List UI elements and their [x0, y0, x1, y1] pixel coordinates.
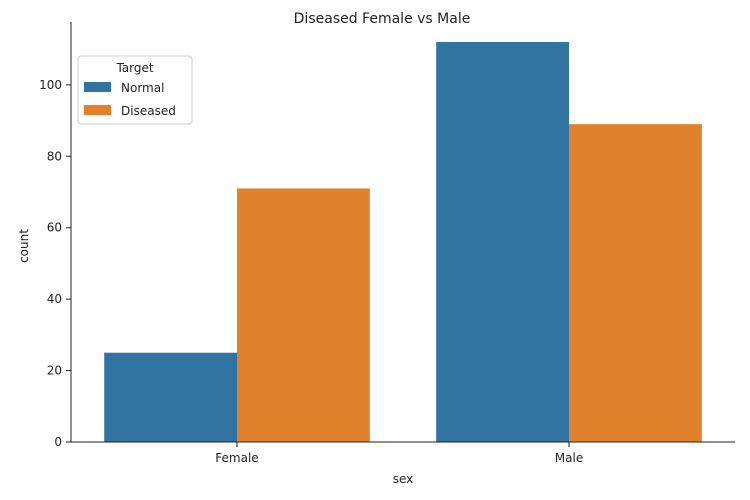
legend-swatch-normal: [84, 82, 111, 92]
x-tick-label: Male: [555, 451, 583, 465]
bar-diseased-male: [569, 124, 702, 443]
chart-title: Diseased Female vs Male: [294, 11, 471, 27]
bar-normal-female: [104, 352, 237, 442]
y-tick-label: 0: [54, 435, 62, 449]
y-axis-ticks: 0 20 40 60 80 100: [39, 78, 71, 449]
bar-normal-male: [436, 42, 569, 442]
legend-label-diseased: Diseased: [121, 104, 176, 118]
y-tick-label: 100: [39, 78, 62, 92]
bar-diseased-female: [237, 188, 370, 442]
x-tick-label: Female: [215, 451, 258, 465]
legend-label-normal: Normal: [121, 81, 164, 95]
legend-title: Target: [115, 61, 153, 75]
bar-series: [104, 42, 702, 443]
y-tick-label: 40: [47, 292, 62, 306]
y-tick-label: 60: [47, 221, 62, 235]
x-axis-label: sex: [393, 472, 414, 486]
y-tick-label: 20: [47, 364, 62, 378]
legend-swatch-diseased: [84, 105, 111, 115]
legend: Target Normal Diseased: [77, 55, 193, 125]
y-axis-label: count: [17, 229, 31, 263]
x-axis-ticks: Female Male: [215, 442, 583, 465]
y-tick-label: 80: [47, 149, 62, 163]
